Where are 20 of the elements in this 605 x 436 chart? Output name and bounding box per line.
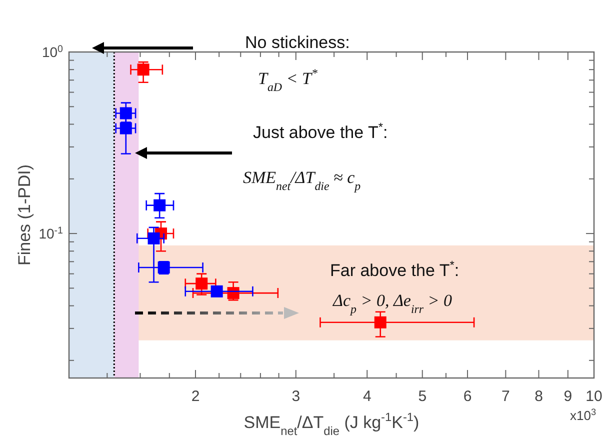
text: SME$_{net}$/ΔT$_{die}$ (J kg$^{-1}$K$^{-1}$) — [244, 410, 420, 436]
annotation: Δc$_{p}$ > 0, Δe$_{irr}$ > 0 — [332, 291, 453, 316]
annotation: SME$_{net}$/ΔT$_{die}$ ≈ c$_{p}$ — [243, 168, 361, 193]
x-tick-label: 7 — [502, 388, 510, 405]
annotation: T$_{aD}$ < T$^{*}$ — [258, 66, 318, 94]
text: x10$^{3}$ — [570, 407, 596, 423]
x-tick-label: 2 — [191, 388, 200, 405]
y-axis-title: Fines (1-PDI) — [15, 164, 34, 266]
y-tick-label: 10$^{0}$ — [42, 44, 64, 60]
x-tick-label: 9 — [564, 388, 572, 405]
x-tick-label: 6 — [463, 388, 472, 405]
annotation: No stickiness: — [245, 33, 350, 52]
annotation: Far above the T$^{*}$: — [330, 258, 460, 280]
annotation: Just above the T$^{*}$: — [253, 120, 388, 142]
y-tick-label: 10$^{-1}$ — [38, 225, 63, 242]
x-tick-label: 8 — [534, 388, 543, 405]
x-tick-label: 10 — [586, 388, 602, 405]
x-tick-label: 4 — [362, 388, 372, 405]
x-tick-label: 3 — [292, 388, 300, 405]
x-tick-label: 5 — [418, 388, 427, 405]
